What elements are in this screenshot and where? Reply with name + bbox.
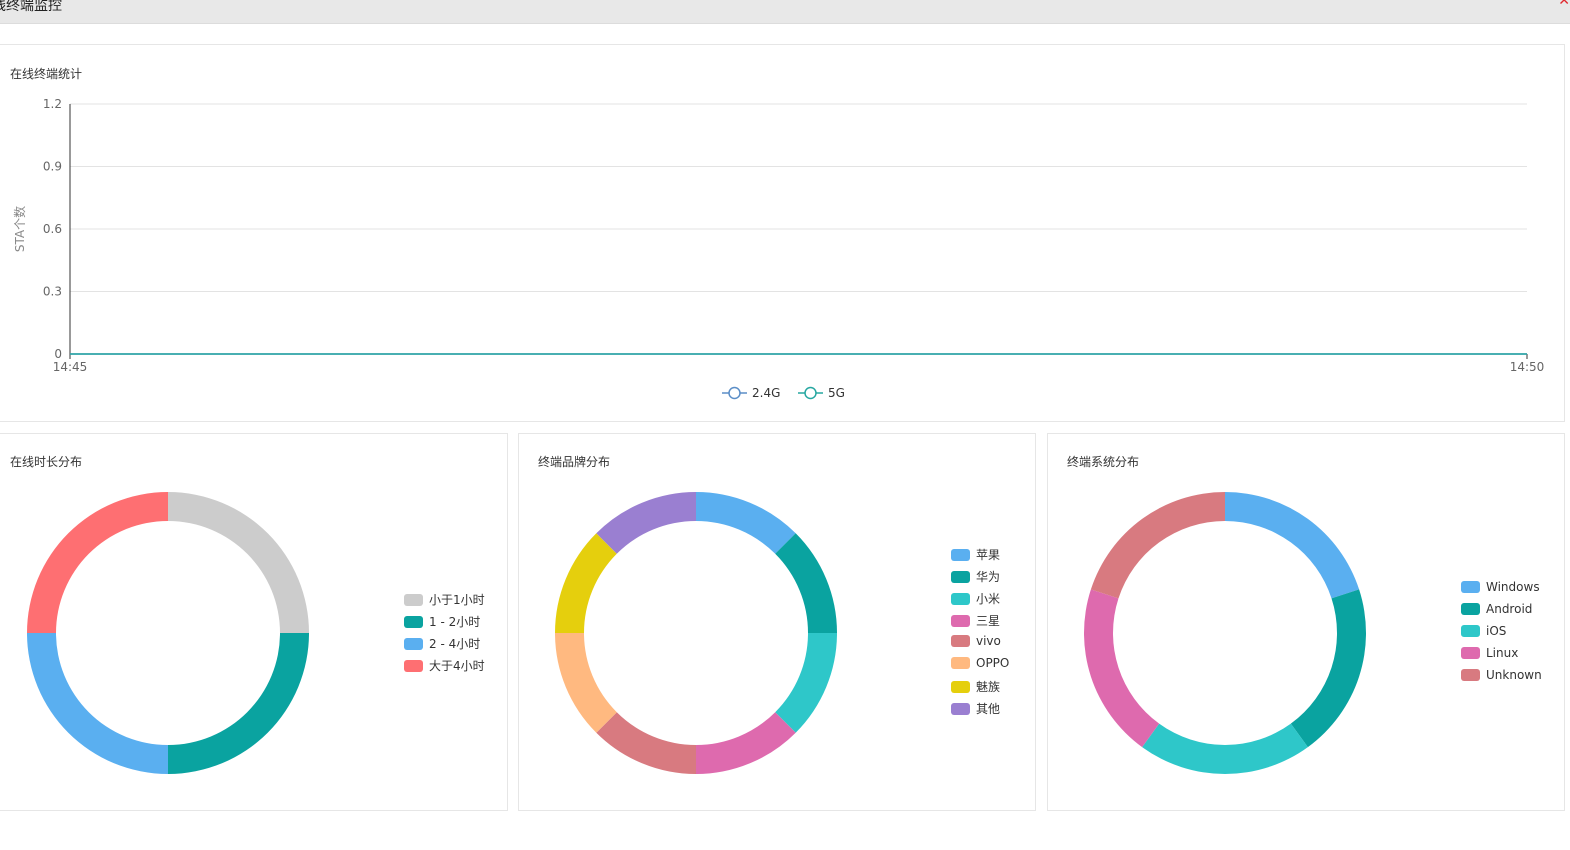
y-tick-label: 0.9 <box>43 160 62 174</box>
legend-label: 1 - 2小时 <box>429 615 481 629</box>
legend-item[interactable]: 苹果 <box>951 546 1000 563</box>
donut-slice[interactable] <box>1225 492 1360 599</box>
legend-label: 5G <box>828 386 845 400</box>
donut-slice[interactable] <box>596 712 696 774</box>
legend-label: 其他 <box>976 702 1001 716</box>
legend-swatch <box>404 593 423 606</box>
legend-label: 2 - 4小时 <box>429 637 481 651</box>
donut-slice[interactable] <box>775 533 837 633</box>
terminal-os-panel: 终端系统分布 Windows Android iOS Linux Unknown <box>1047 433 1565 811</box>
y-axis-label: STA个数 <box>12 206 27 252</box>
legend-label: 大于4小时 <box>429 659 485 673</box>
donut-slice[interactable] <box>1084 589 1160 748</box>
legend-item[interactable]: 其他 <box>951 700 1000 717</box>
legend-item[interactable]: 小米 <box>951 590 1000 607</box>
donut-slice[interactable] <box>696 712 796 774</box>
legend-label: 三星 <box>976 614 1001 628</box>
donut-slice[interactable] <box>1090 492 1225 599</box>
legend-marker <box>728 386 741 400</box>
legend-item[interactable]: Unknown <box>1461 668 1542 682</box>
donut-slice[interactable] <box>1290 589 1366 748</box>
donut-slice[interactable] <box>1142 723 1308 774</box>
legend-item[interactable]: 2 - 4小时 <box>404 635 480 652</box>
legend-item[interactable]: 魅族 <box>951 678 1000 695</box>
legend-item[interactable]: 1 - 2小时 <box>404 613 480 630</box>
panel-title: 终端系统分布 <box>1067 455 1140 469</box>
legend-swatch <box>951 570 970 583</box>
legend-item[interactable]: iOS <box>1461 624 1506 638</box>
legend-swatch <box>951 614 970 627</box>
window-title: 线终端监控 <box>0 0 62 14</box>
legend-label: 小米 <box>976 592 1001 606</box>
y-tick-label: 1.2 <box>43 97 62 111</box>
panel-title: 终端品牌分布 <box>538 455 611 469</box>
legend-label: 魅族 <box>976 680 1001 694</box>
legend-item[interactable]: 5G <box>798 386 845 400</box>
legend-marker <box>804 386 817 400</box>
legend-label: Windows <box>1486 580 1540 594</box>
legend-swatch <box>951 592 970 605</box>
legend-label: OPPO <box>976 656 1010 670</box>
legend-label: 华为 <box>976 570 1001 584</box>
window-titlebar: 线终端监控 ✕ <box>0 0 1570 24</box>
x-tick-label: 14:45 <box>53 360 88 374</box>
y-tick-label: 0.3 <box>43 285 62 299</box>
online-duration-panel: 在线时长分布 小于1小时 1 - 2小时 2 - 4小时 大于4小时 <box>0 433 508 811</box>
donut-slice[interactable] <box>775 633 837 733</box>
line-chart: 0 0.3 0.6 0.9 1.2 14:45 14:50 STA个数 2.4G 5G <box>12 97 1545 400</box>
legend-label: Unknown <box>1486 668 1542 682</box>
legend-swatch <box>951 635 970 647</box>
legend-label: 2.4G <box>752 386 780 400</box>
legend-swatch <box>951 657 970 669</box>
online-terminal-stats-panel: 在线终端统计 0 0.3 0.6 0.9 1.2 14:45 14:50 STA个数 2.4G 5… <box>0 44 1565 422</box>
legend-swatch <box>1461 647 1480 659</box>
os-donut-chart <box>1084 492 1366 774</box>
donut-slice[interactable] <box>168 492 309 633</box>
x-tick-label: 14:50 <box>1510 360 1545 374</box>
donut-slice[interactable] <box>555 633 617 733</box>
panel-title: 在线时长分布 <box>10 455 83 469</box>
legend-swatch <box>404 637 423 650</box>
brand-donut-chart <box>555 492 837 774</box>
legend-label: Linux <box>1486 646 1519 660</box>
donut-slice[interactable] <box>555 533 617 633</box>
y-tick-label: 0.6 <box>43 222 62 236</box>
donut-slice[interactable] <box>596 492 696 554</box>
legend-swatch <box>951 680 970 693</box>
legend-item[interactable]: Linux <box>1461 646 1518 660</box>
donut-slice[interactable] <box>27 492 168 633</box>
legend-item[interactable]: 华为 <box>951 568 1000 585</box>
legend-swatch <box>1461 669 1480 681</box>
legend-item[interactable]: 2.4G <box>722 386 780 400</box>
terminal-brand-panel: 终端品牌分布 苹果华为小米三星 vivo OPPO 魅族其他 <box>518 433 1036 811</box>
legend-swatch <box>1461 603 1480 615</box>
legend-item[interactable]: Android <box>1461 602 1532 616</box>
legend-swatch <box>951 702 970 715</box>
legend-swatch <box>1461 581 1480 593</box>
legend-swatch <box>404 659 423 672</box>
legend-item[interactable]: OPPO <box>951 656 1009 670</box>
legend-label: 小于1小时 <box>429 593 485 607</box>
legend-swatch <box>1461 625 1480 637</box>
donut-slice[interactable] <box>696 492 796 554</box>
legend-label: vivo <box>976 634 1001 648</box>
legend-swatch <box>404 615 423 628</box>
close-icon[interactable]: ✕ <box>1558 0 1570 9</box>
legend-item[interactable]: 大于4小时 <box>404 657 485 674</box>
legend-label: 苹果 <box>976 548 1001 562</box>
y-tick-label: 0 <box>54 347 62 361</box>
legend-item[interactable]: Windows <box>1461 580 1540 594</box>
legend-item[interactable]: vivo <box>951 634 1001 648</box>
donut-slice[interactable] <box>168 633 309 774</box>
duration-donut-chart <box>27 492 309 774</box>
legend-item[interactable]: 三星 <box>951 612 1000 629</box>
legend-label: Android <box>1486 602 1533 616</box>
legend-label: iOS <box>1486 624 1507 638</box>
panel-title: 在线终端统计 <box>10 67 83 81</box>
legend-swatch <box>951 548 970 561</box>
donut-slice[interactable] <box>27 633 168 774</box>
legend-item[interactable]: 小于1小时 <box>404 591 485 608</box>
